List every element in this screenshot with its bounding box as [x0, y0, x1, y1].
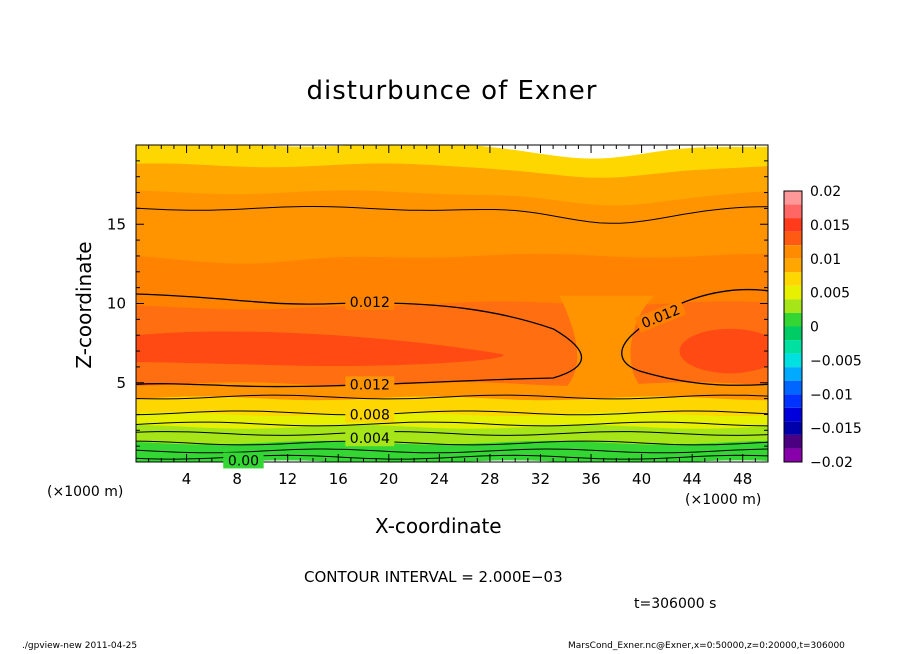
contour-label-2: 0.012	[345, 376, 395, 393]
y-tick-label-1: 10	[107, 295, 126, 313]
y-tick-label-2: 15	[107, 215, 126, 233]
colorbar-label-2: 0.01	[810, 252, 841, 268]
plot-area	[136, 145, 768, 462]
y-axis-label: Z-coordinate	[72, 241, 96, 369]
core-right	[679, 328, 768, 374]
contour-line-4	[136, 431, 768, 436]
x-axis-ticks: 4 8 12 16 20 24 28 32 36 40 44 48	[148, 145, 756, 488]
contour-label-bg-3	[345, 406, 395, 423]
colorbar-swatch-9	[784, 312, 802, 327]
colorbar-swatch-1	[784, 204, 802, 219]
colorbar-swatch-4	[784, 245, 802, 259]
band-7	[136, 412, 768, 430]
x-tick-label-7: 32	[531, 470, 550, 488]
colorbar-swatch-16	[784, 407, 802, 422]
time-stamp: t=306000 s	[634, 596, 717, 612]
footer-source: MarsCond_Exner.nc@Exner,x=0:50000,z=0:20…	[568, 641, 845, 651]
contour-label-bg-0	[345, 293, 395, 310]
chart-title: disturbunce of Exner	[306, 76, 598, 106]
colorbar-label-0: 0.02	[810, 184, 841, 200]
colorbar-swatch-5	[784, 258, 802, 273]
colorbar-label-7: −0.015	[810, 421, 862, 437]
contour-0012-right	[621, 288, 768, 386]
x-tick-label-8: 36	[581, 470, 600, 488]
y-axis-ticks: 5 10 15	[107, 160, 768, 447]
contour-label-bg-5	[223, 452, 264, 469]
colorbar-label-5: −0.005	[810, 353, 862, 369]
x-tick-label-2: 12	[278, 470, 297, 488]
x-axis-label: X-coordinate	[375, 514, 502, 538]
contour-label-bg-1	[634, 299, 687, 333]
contour-label-3: 0.008	[345, 406, 395, 423]
colorbar: 0.02 0.015 0.01 0.005 0 −0.005 −0.01 −0.015 −0.0…	[783, 184, 862, 471]
contour-line-2	[136, 410, 768, 416]
contour-label-bg-2	[345, 376, 395, 393]
colorbar-swatch-13	[784, 367, 802, 381]
x-tick-label-0: 4	[182, 470, 192, 488]
colorbar-swatch-12	[784, 353, 802, 368]
high-value-cores	[136, 328, 768, 374]
colorbar-swatch-11	[784, 340, 802, 354]
band-2	[136, 190, 768, 265]
contour-label-text-4: 0.004	[350, 431, 390, 447]
contour-interval-text: CONTOUR INTERVAL = 2.000E−03	[304, 568, 563, 586]
central-gap	[559, 295, 655, 388]
contour-label-text-3: 0.008	[350, 407, 390, 423]
colorbar-swatch-0	[784, 191, 802, 205]
colorbar-swatch-6	[784, 272, 802, 286]
colorbar-label-1: 0.015	[810, 218, 850, 234]
y-tick-label-0: 5	[116, 374, 126, 392]
core-left	[136, 331, 504, 367]
colorbar-swatch-19	[784, 448, 802, 462]
colorbar-swatch-17	[784, 421, 802, 435]
x-tick-label-11: 48	[733, 470, 752, 488]
colorbar-label-4: 0	[810, 320, 819, 336]
x-tick-label-10: 44	[683, 470, 702, 488]
contour-line-3	[136, 421, 768, 427]
x-tick-label-1: 8	[232, 470, 242, 488]
colorbar-label-6: −0.01	[810, 387, 853, 403]
colorbar-label-8: −0.02	[810, 455, 853, 471]
x-unit-label-right: (×1000 m)	[685, 492, 762, 508]
contour-line-1	[136, 394, 768, 400]
colorbar-swatch-14	[784, 380, 802, 395]
contour-0012-left	[136, 293, 583, 388]
colorbar-frame	[783, 190, 803, 463]
colorbar-swatch-15	[784, 394, 802, 408]
contour-label-0: 0.012	[345, 293, 395, 311]
contour-line-0	[136, 206, 768, 224]
contour-label-4: 0.004	[345, 430, 395, 447]
colorbar-swatch-3	[784, 231, 802, 246]
x-tick-label-4: 20	[379, 470, 398, 488]
contour-label-text-5: 0.00	[228, 453, 259, 469]
contour-label-bg-4	[345, 430, 395, 447]
filled-bands	[136, 145, 768, 462]
x-tick-label-3: 16	[329, 470, 348, 488]
colorbar-swatch-2	[784, 218, 802, 232]
footer-program: ./gpview-new 2011-04-25	[22, 641, 138, 651]
colorbar-label-3: 0.005	[810, 286, 850, 302]
x-unit-label-left: (×1000 m)	[47, 484, 124, 500]
contour-lines	[136, 206, 768, 460]
colorbar-swatch-8	[784, 299, 802, 313]
x-tick-label-9: 40	[632, 470, 651, 488]
x-tick-label-6: 28	[480, 470, 499, 488]
x-tick-label-5: 24	[430, 470, 449, 488]
colorbar-swatch-18	[784, 434, 802, 449]
contour-label-text-2: 0.012	[350, 377, 390, 393]
contour-label-5: 0.00	[223, 452, 264, 469]
band-6	[136, 396, 768, 417]
contour-label-text-0: 0.012	[350, 295, 390, 311]
contour-line-5	[136, 440, 768, 446]
colorbar-swatch-10	[784, 326, 802, 341]
colorbar-swatch-7	[784, 285, 802, 300]
contour-line-6	[136, 448, 768, 454]
